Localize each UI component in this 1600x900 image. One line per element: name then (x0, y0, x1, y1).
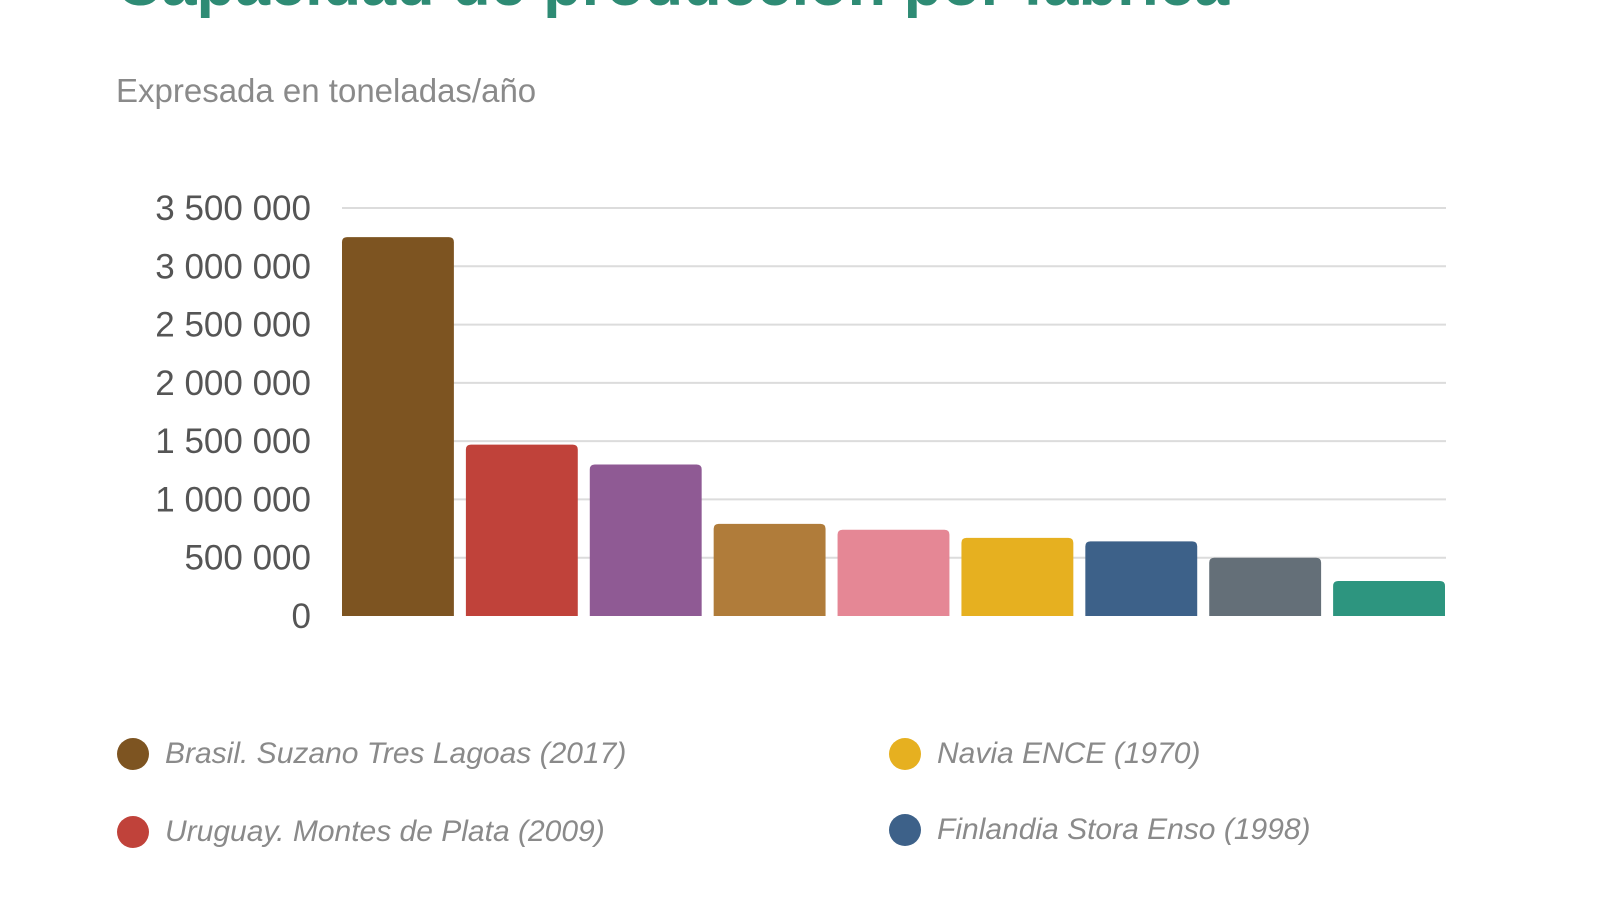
bar (1209, 557, 1322, 616)
chart-title: Capacidad de producción por fábrica (116, 0, 1229, 16)
legend-swatch-icon (117, 738, 149, 770)
legend-label: Navia ENCE (1970) (937, 737, 1201, 770)
bar (961, 537, 1074, 616)
legend-item: Navia ENCE (1970) (889, 737, 1200, 771)
y-tick-label: 0 (292, 597, 311, 636)
legend-label: Uruguay. Montes de Plata (2009) (165, 815, 605, 848)
bar (465, 444, 578, 616)
legend-swatch-icon (889, 814, 921, 846)
legend-swatch-icon (117, 816, 149, 848)
y-tick-label: 3 500 000 (155, 189, 311, 228)
bar (589, 464, 702, 616)
legend-item: Brasil. Suzano Tres Lagoas (2017) (117, 737, 626, 771)
legend-item: Uruguay. Montes de Plata (2009) (117, 815, 605, 849)
y-tick-label: 2 000 000 (155, 364, 311, 403)
bar (1085, 541, 1198, 616)
legend-swatch-icon (889, 738, 921, 770)
bar (1333, 581, 1445, 616)
legend-item: Finlandia Stora Enso (1998) (889, 813, 1311, 847)
legend-label: Finlandia Stora Enso (1998) (937, 813, 1311, 846)
bar (713, 523, 826, 616)
bar (837, 529, 950, 616)
y-tick-label: 1 000 000 (155, 480, 311, 519)
y-tick-label: 1 500 000 (155, 422, 311, 461)
legend-label: Brasil. Suzano Tres Lagoas (2017) (165, 737, 627, 770)
y-tick-label: 3 000 000 (155, 247, 311, 286)
y-tick-label: 2 500 000 (155, 306, 311, 345)
y-tick-label: 500 000 (184, 539, 311, 578)
bar (342, 237, 454, 616)
chart-subtitle: Expresada en toneladas/año (116, 72, 537, 109)
